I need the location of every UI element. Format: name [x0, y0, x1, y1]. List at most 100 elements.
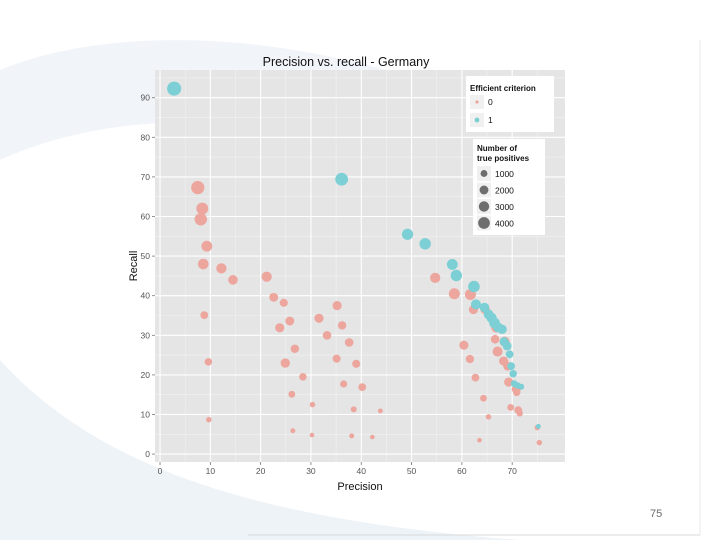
data-point-series-0 [196, 202, 209, 215]
y-tick-label: 20 [141, 370, 151, 380]
data-point-series-0 [465, 354, 475, 364]
legend-title-line-2: true positives [477, 154, 530, 163]
data-point-series-1 [470, 299, 481, 310]
y-axis-title: Recall [128, 251, 140, 282]
data-point-series-0 [512, 388, 521, 397]
data-point-series-0 [471, 373, 480, 382]
data-point-series-0 [275, 323, 285, 333]
data-point-series-0 [430, 272, 441, 284]
data-point-series-0 [340, 380, 348, 388]
y-tick-label: 10 [141, 409, 151, 419]
y-tick-label: 80 [141, 132, 151, 142]
data-point-series-0 [350, 406, 357, 413]
data-point-series-0 [459, 340, 469, 350]
x-axis-title: Precision [337, 481, 382, 493]
legend-label: 3000 [495, 202, 514, 212]
chart-title: Precision vs. recall - Germany [263, 55, 430, 69]
data-point-series-1 [401, 228, 414, 240]
data-point-series-0 [448, 288, 460, 300]
data-point-series-0 [492, 346, 503, 357]
legend-key-series-0 [475, 100, 479, 104]
y-tick-label: 70 [141, 172, 151, 182]
legend-true-positives: Number of true positives 1000 2000 3000 400… [473, 139, 545, 235]
data-point-series-0 [309, 401, 316, 408]
x-tick-label: 20 [256, 466, 266, 476]
data-point-series-0 [332, 301, 342, 311]
legend-title: Efficient criterion [470, 84, 536, 93]
legend-key-size-2000 [479, 185, 489, 195]
data-point-series-0 [344, 338, 354, 347]
legend-key-size-1000 [480, 170, 488, 177]
data-point-series-0 [206, 416, 212, 423]
y-tick-label: 50 [141, 251, 151, 261]
page-number: 75 [650, 508, 663, 520]
y-tick-label: 30 [141, 330, 151, 340]
data-point-series-0 [288, 390, 296, 398]
data-point-series-1 [502, 341, 512, 351]
y-tick-label: 60 [141, 212, 151, 222]
data-point-series-0 [299, 373, 307, 381]
data-point-series-1 [450, 269, 463, 282]
data-point-series-1 [535, 423, 541, 429]
data-point-series-0 [337, 321, 347, 330]
data-point-series-0 [480, 394, 487, 402]
legend-efficient-criterion: Efficient criterion 0 1 [466, 76, 554, 132]
data-point-series-0 [290, 428, 296, 434]
data-point-series-0 [349, 433, 355, 439]
legend-key-size-3000 [478, 201, 490, 212]
data-point-series-0 [279, 298, 288, 307]
data-point-series-0 [485, 414, 492, 420]
data-point-series-1 [509, 369, 517, 378]
data-point-series-0 [228, 275, 238, 285]
y-tick-label: 0 [145, 449, 150, 459]
x-tick-label: 0 [158, 466, 163, 476]
legend-label: 0 [488, 97, 493, 107]
data-point-series-1 [335, 172, 349, 186]
data-point-series-0 [191, 181, 205, 195]
data-point-series-0 [507, 403, 515, 411]
x-tick-label: 40 [357, 466, 367, 476]
data-point-series-0 [377, 408, 383, 414]
data-point-series-1 [468, 280, 480, 293]
x-tick-label: 60 [457, 466, 467, 476]
data-point-series-0 [352, 359, 361, 368]
data-point-series-0 [322, 330, 332, 340]
legend-key-series-1 [474, 117, 480, 123]
data-point-series-0 [290, 344, 300, 353]
data-point-series-1 [419, 238, 431, 250]
data-point-series-0 [314, 313, 324, 323]
x-tick-label: 30 [306, 466, 316, 476]
x-tick-label: 50 [407, 466, 417, 476]
legend-label: 1 [488, 115, 493, 125]
major-gridlines [155, 70, 565, 462]
legend-key-size-4000 [478, 217, 490, 229]
data-point-series-0 [280, 358, 290, 368]
legend-title-line-1: Number of [477, 144, 517, 153]
data-point-series-0 [370, 434, 375, 440]
y-tick-label: 90 [141, 93, 151, 103]
data-point-series-0 [200, 311, 209, 319]
legend-label: 2000 [495, 186, 514, 196]
data-point-series-0 [477, 437, 482, 443]
data-point-series-1 [167, 81, 182, 96]
legend-label: 1000 [495, 169, 514, 179]
data-point-series-0 [197, 258, 209, 270]
data-point-series-0 [261, 271, 272, 282]
data-point-series-0 [536, 439, 543, 446]
data-points [167, 81, 543, 446]
data-point-series-1 [518, 383, 525, 390]
y-tick-label: 40 [141, 291, 151, 301]
x-tick-label: 10 [206, 466, 216, 476]
minor-gridlines [155, 70, 565, 462]
legend-label: 4000 [495, 219, 514, 229]
data-point-series-0 [516, 410, 523, 417]
data-point-series-0 [194, 213, 207, 226]
data-point-series-1 [446, 258, 458, 270]
x-tick-label: 70 [507, 466, 517, 476]
data-point-series-0 [201, 240, 213, 252]
data-point-series-0 [490, 334, 500, 344]
data-point-series-0 [309, 432, 315, 438]
data-point-series-0 [332, 354, 341, 363]
